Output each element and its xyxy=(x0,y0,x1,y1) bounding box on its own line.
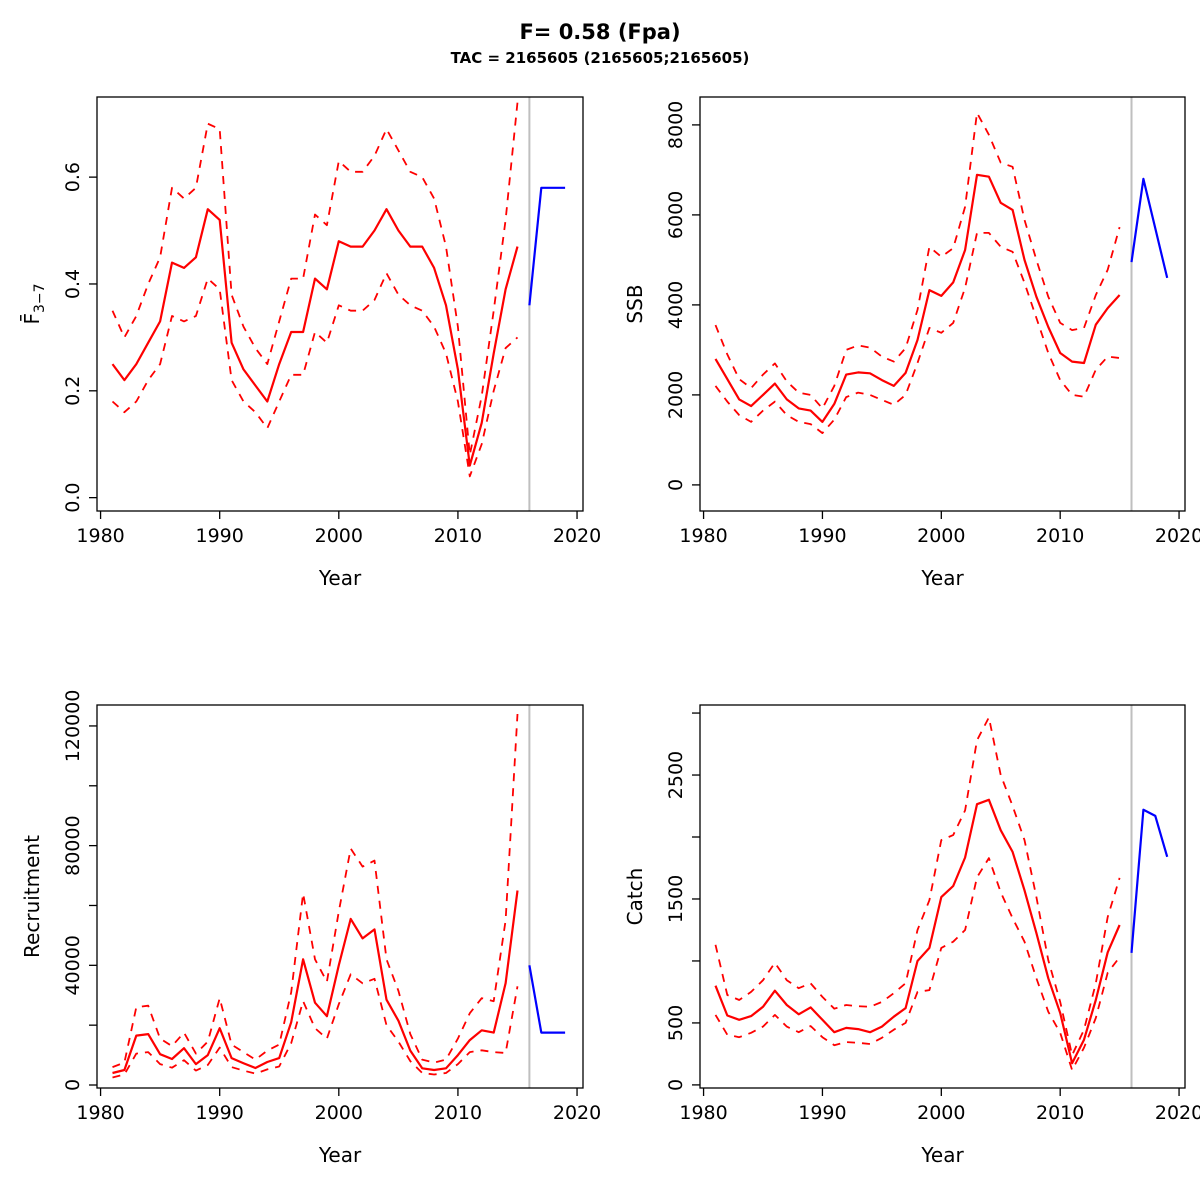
x-tick-label: 1990 xyxy=(798,525,846,547)
y-tick-label: 6000 xyxy=(665,191,687,239)
x-tick-label: 2000 xyxy=(917,525,965,547)
panel-f3-7: 1980 1990 2000 2010 2020 0.0 0.2 0.4 0.6 Year F̄3−… xyxy=(19,96,601,590)
x-tick-label: 1990 xyxy=(798,1102,846,1124)
catch-upper-ci-line xyxy=(714,716,1121,1057)
y-axis-title: SSB xyxy=(623,284,647,323)
f3-7-forecast-median-line xyxy=(528,186,566,306)
catch-forecast-median-line xyxy=(1130,808,1169,953)
y-tick-label: 0.6 xyxy=(62,162,84,192)
x-tick-label: 2000 xyxy=(917,1102,965,1124)
y-tick-label: 2500 xyxy=(665,751,687,799)
y-tick-label: 2000 xyxy=(665,371,687,419)
f3-7-median-line xyxy=(111,208,519,467)
x-tick-label: 2010 xyxy=(1036,525,1084,547)
x-axis-title: Year xyxy=(318,566,362,590)
x-tick-label: 2020 xyxy=(553,1102,601,1124)
x-tick-label: 2010 xyxy=(434,525,482,547)
y-tick-label: 0 xyxy=(62,1079,84,1091)
y-tick-label: 0 xyxy=(665,1079,687,1091)
x-tick-label: 2000 xyxy=(315,525,363,547)
y-tick-label: 8000 xyxy=(665,101,687,149)
y-tick-label: 0.0 xyxy=(62,483,84,513)
y-tick-label: 0.4 xyxy=(62,269,84,299)
x-tick-label: 1990 xyxy=(196,525,244,547)
y-tick-label: 4000 xyxy=(665,281,687,329)
y-axis-title: Catch xyxy=(623,868,647,926)
y-tick-label: 80000 xyxy=(62,815,84,875)
x-tick-label: 1980 xyxy=(679,1102,727,1124)
panel-border xyxy=(699,96,1186,512)
panel-ssb: 1980 1990 2000 2010 2020 0 2000 4000 6000 8000 Yea… xyxy=(623,96,1200,590)
x-tick-label: 1980 xyxy=(679,525,727,547)
x-tick-label: 2000 xyxy=(315,1102,363,1124)
panel-border xyxy=(96,704,584,1089)
recruitment-lower-ci-line xyxy=(112,973,519,1079)
panel-catch: 1980 1990 2000 2010 2020 0 500 1500 2500 Year Catc… xyxy=(623,704,1200,1167)
y-axis-title: F̄3−7 xyxy=(19,283,48,324)
f3-7-lower-ci-line xyxy=(111,272,519,478)
y-axis-title: Recruitment xyxy=(20,835,44,958)
x-tick-label: 2020 xyxy=(1155,525,1200,547)
y-tick-label: 1500 xyxy=(665,875,687,923)
x-axis-title: Year xyxy=(920,566,964,590)
f3-7-upper-ci-line xyxy=(111,102,519,456)
x-tick-label: 2020 xyxy=(1155,1102,1200,1124)
recruitment-forecast-median-line xyxy=(528,965,566,1034)
ssb-median-line xyxy=(714,173,1121,423)
x-tick-label: 1990 xyxy=(196,1102,244,1124)
figure-title: F= 0.58 (Fpa) xyxy=(519,20,681,44)
ssb-upper-ci-line xyxy=(714,111,1121,410)
y-tick-label: 0 xyxy=(665,479,687,491)
catch-median-line xyxy=(714,798,1121,1065)
x-axis-title: Year xyxy=(318,1143,362,1167)
x-tick-label: 2010 xyxy=(434,1102,482,1124)
ssb-lower-ci-line xyxy=(714,231,1120,435)
catch-lower-ci-line xyxy=(714,857,1121,1071)
y-tick-label: 120000 xyxy=(62,690,84,763)
ssb-forecast-median-line xyxy=(1130,177,1169,279)
y-tick-label: 0.2 xyxy=(62,376,84,406)
recruitment-upper-ci-line xyxy=(112,713,519,1068)
panel-border xyxy=(96,96,584,512)
figure-subtitle: TAC = 2165605 (2165605;2165605) xyxy=(450,49,750,67)
x-tick-label: 1980 xyxy=(76,1102,124,1124)
x-tick-label: 2010 xyxy=(1036,1102,1084,1124)
y-tick-label: 40000 xyxy=(62,935,84,995)
x-tick-label: 2020 xyxy=(553,525,601,547)
x-axis-title: Year xyxy=(920,1143,964,1167)
panel-border xyxy=(699,704,1186,1089)
recruitment-median-line xyxy=(112,890,519,1075)
y-tick-label: 500 xyxy=(665,1005,687,1041)
x-tick-label: 1980 xyxy=(76,525,124,547)
panel-recruitment: 1980 1990 2000 2010 2020 0 40000 80000 120000 Yea… xyxy=(20,690,601,1167)
